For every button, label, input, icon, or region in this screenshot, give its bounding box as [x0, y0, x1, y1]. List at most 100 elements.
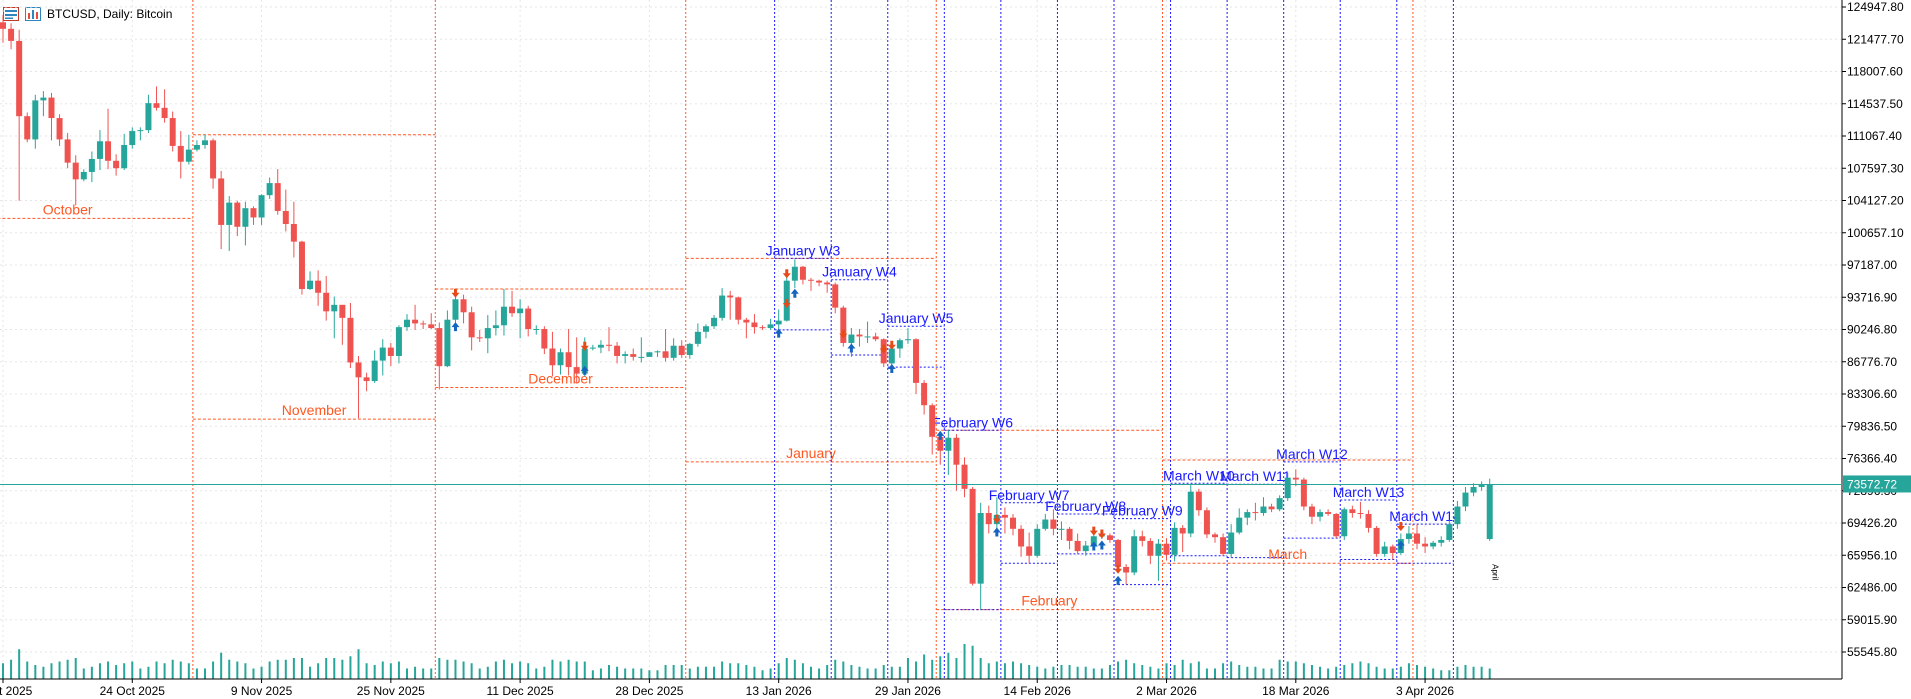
candle-body	[799, 266, 806, 280]
volume-bar	[850, 665, 853, 679]
volume-bar	[1141, 665, 1144, 679]
candle-body	[1244, 512, 1251, 518]
candle-body	[145, 103, 152, 131]
volume-bar	[1327, 668, 1330, 679]
candle-body	[1300, 479, 1307, 507]
candle-body	[298, 241, 305, 290]
candle-body	[1365, 513, 1372, 528]
volume-bar	[1286, 661, 1289, 679]
volume-bar	[1310, 665, 1313, 679]
candle-body	[1074, 540, 1081, 552]
volume-bar	[1448, 670, 1451, 679]
candle-body	[945, 437, 952, 451]
volume-bar	[801, 663, 804, 679]
candle-body	[1026, 546, 1033, 556]
candle-body	[1236, 517, 1243, 533]
candle-body	[355, 362, 362, 378]
candle-body	[468, 312, 475, 338]
month-label: January	[786, 445, 836, 461]
volume-bar	[1214, 668, 1216, 679]
volume-bar	[163, 663, 166, 679]
volume-bar	[131, 661, 134, 679]
volume-bar	[648, 670, 651, 679]
volume-bar	[1375, 666, 1378, 679]
time-tick-label: 2 Mar 2026	[1136, 684, 1197, 698]
volume-bar	[42, 666, 45, 679]
time-tick-label: 28 Dec 2025	[615, 684, 683, 698]
volume-bar	[931, 659, 934, 679]
volume-bar	[462, 661, 465, 679]
time-tick-label: 18 Mar 2026	[1262, 684, 1330, 698]
candle-body	[937, 436, 944, 451]
volume-bars	[2, 644, 1491, 679]
volume-bar	[1108, 665, 1111, 679]
volume-bar	[591, 670, 594, 679]
volume-bar	[204, 668, 206, 679]
volume-bar	[810, 666, 812, 679]
volume-bar	[1076, 666, 1079, 679]
candle-body	[258, 195, 265, 218]
volume-bar	[147, 666, 150, 679]
candle-body	[896, 340, 903, 349]
candle-body	[864, 336, 871, 338]
volume-bar	[187, 663, 190, 679]
candle-body	[1454, 506, 1461, 525]
volume-bar	[664, 665, 667, 679]
sell-arrow-icon	[1396, 522, 1405, 532]
candle-body	[557, 352, 564, 366]
candle-body	[977, 513, 984, 584]
volume-bar	[890, 666, 893, 679]
sell-arrow-icon	[580, 341, 589, 351]
volume-bar	[220, 652, 223, 679]
sell-arrow-icon	[879, 344, 888, 354]
chart-window-icon[interactable]	[3, 7, 19, 21]
buy-arrow-icon	[1097, 540, 1106, 550]
candle-body	[638, 356, 645, 358]
volume-bar	[1157, 668, 1160, 679]
week-label: February W6	[932, 414, 1013, 430]
volume-bar	[656, 670, 659, 679]
candle-body	[606, 344, 612, 346]
candle-body	[105, 141, 112, 161]
candle-body	[153, 103, 160, 108]
volume-bar	[1440, 670, 1443, 679]
candle-body	[1373, 527, 1380, 554]
candle-body	[727, 295, 734, 298]
candle-body	[1405, 533, 1412, 540]
sell-arrow-icon	[1114, 564, 1123, 574]
candle-body	[541, 329, 548, 349]
volume-bar	[511, 663, 514, 679]
volume-bar	[26, 661, 29, 679]
candle-body	[1292, 477, 1299, 480]
candle-body	[72, 162, 79, 180]
volume-bar	[915, 661, 918, 679]
volume-bar	[381, 661, 384, 679]
volume-bar	[179, 661, 182, 679]
candle-body	[1018, 528, 1025, 547]
symbol-title: BTCUSD, Daily: Bitcoin	[47, 7, 173, 21]
volume-bar	[18, 649, 21, 679]
candle-body	[387, 347, 394, 356]
market-watch-icon[interactable]	[25, 7, 41, 21]
volume-bar	[1343, 665, 1346, 679]
volume-bar	[341, 659, 344, 679]
volume-bar	[599, 668, 602, 679]
candle-body	[347, 317, 354, 363]
volume-bar	[987, 663, 990, 679]
candle-body	[614, 345, 621, 356]
volume-bar	[688, 668, 691, 679]
buy-arrow-icon	[1089, 541, 1098, 551]
volume-bar	[90, 666, 93, 679]
volume-bar	[34, 665, 37, 679]
candle-body	[1276, 498, 1283, 510]
volume-bar	[357, 649, 360, 679]
candle-body	[1203, 510, 1210, 535]
volume-bar	[325, 658, 328, 679]
candle-body	[476, 337, 483, 339]
volume-bar	[74, 658, 77, 679]
volume-bar	[898, 666, 901, 679]
week-label: January W4	[822, 264, 897, 280]
candle-body	[848, 334, 855, 343]
